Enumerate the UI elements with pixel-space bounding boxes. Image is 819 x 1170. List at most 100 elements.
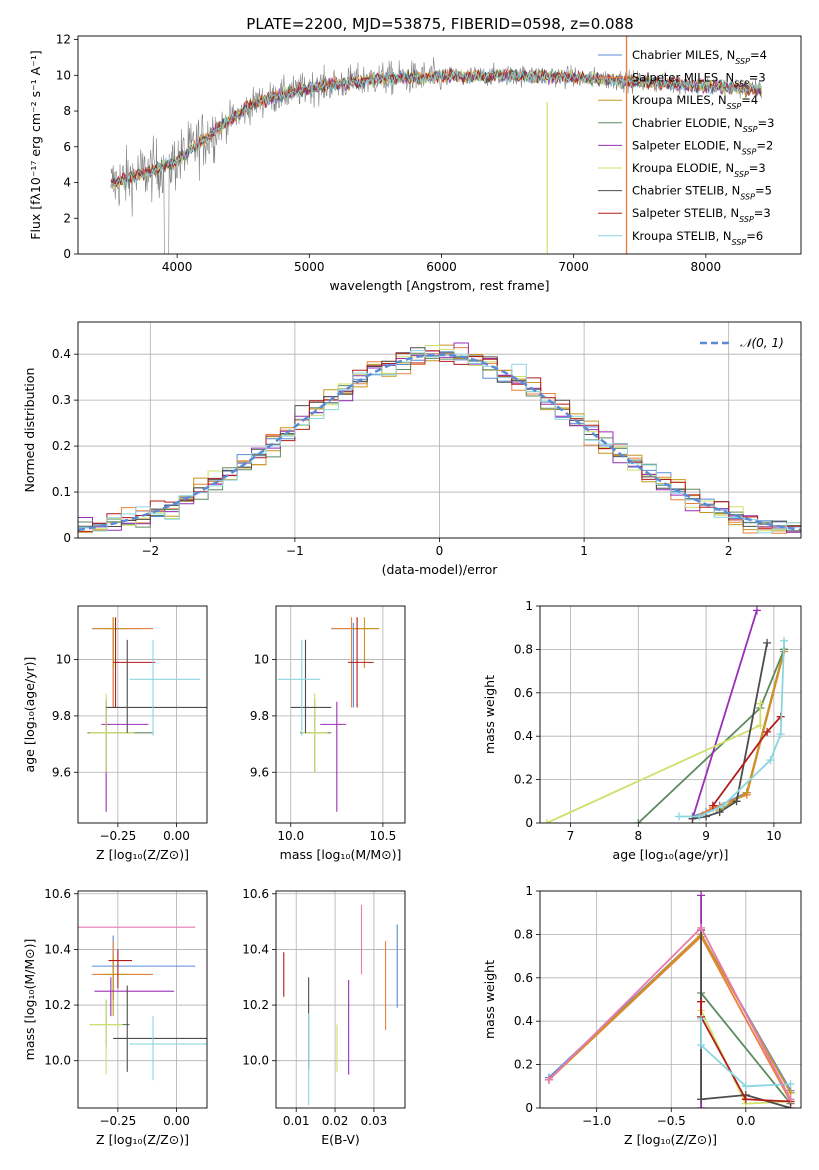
panel-mass_vs_ebv: 0.01 0.02 0.03 10.0 10.2 10.4 10.6 E(B-V): [242, 887, 406, 1147]
y-tick-label: 10: [56, 68, 71, 82]
legend-entry: Salpeter ELODIE, NSSP=2: [632, 138, 773, 156]
x-tick-label: −0.25: [99, 829, 136, 843]
plus-marker: [756, 699, 765, 708]
y-tick-label: 9.8: [250, 709, 269, 723]
panel-massweight_vs_age: 7 8 9 10 0 0.2 0.4 0.6 0.8 1 age [log₁₀(age/yr)] ma…: [482, 599, 802, 862]
y-tick-label: 0.6: [514, 971, 533, 985]
x-tick-label: −0.5: [657, 1114, 686, 1128]
x-axis-label: wavelength [Angstrom, rest frame]: [329, 278, 549, 293]
axes-frame: [77, 890, 208, 1109]
x-axis-label: Z [log₁₀(Z/Z⊙)]: [624, 1132, 717, 1147]
y-tick-label: 0.2: [514, 773, 533, 787]
plus-marker: [776, 730, 785, 739]
y-tick-label: 0: [525, 816, 533, 830]
x-tick-label: 0.00: [163, 1114, 190, 1128]
plus-marker: [780, 636, 789, 645]
y-tick-label: 0.2: [514, 1058, 533, 1072]
plot-area: [78, 891, 207, 1108]
y-tick-label: 0: [525, 1101, 533, 1115]
x-axis-label: E(B-V): [321, 1132, 360, 1147]
plot-area: [540, 606, 801, 823]
plus-marker: [697, 923, 706, 932]
y-tick-label: 10: [254, 653, 269, 667]
legend-entry: 𝒩(0, 1): [740, 336, 784, 350]
plus-marker: [763, 638, 772, 647]
plus-marker: [715, 808, 724, 817]
y-tick-label: 0: [63, 247, 71, 261]
panel-residuals: −2 −1 0 1 2 0 0.1 0.2 0.3 0.4 (data-model)/error No…: [22, 321, 802, 577]
x-tick-label: 0.00: [163, 829, 190, 843]
y-tick-label: 10.4: [242, 942, 269, 956]
y-tick-label: 9.6: [52, 765, 71, 779]
mass-weight-line: [548, 932, 792, 1092]
mass-weight-line: [548, 926, 792, 1100]
x-tick-label: −1.0: [582, 1114, 611, 1128]
y-axis-label: Normed distribution: [22, 368, 37, 493]
plus-marker: [732, 797, 741, 806]
axes-frame: [539, 605, 802, 824]
axes-frame: [539, 890, 802, 1109]
axes-frame: [275, 605, 406, 824]
x-tick-label: 2: [725, 544, 733, 558]
y-tick-label: 10.2: [44, 998, 71, 1012]
mass-weight-line: [700, 1001, 791, 1103]
legend-entry: Chabrier STELIB, NSSP=5: [632, 184, 772, 202]
normal-curve: [78, 353, 801, 532]
axes-frame: [77, 605, 208, 824]
y-tick-label: 0.6: [514, 686, 533, 700]
plus-marker: [674, 812, 683, 821]
x-tick-label: 8: [634, 829, 642, 843]
x-tick-label: 10.0: [277, 829, 304, 843]
plus-marker: [544, 1075, 553, 1084]
legend-entry: Chabrier ELODIE, NSSP=3: [632, 116, 774, 134]
panel-mass_vs_Z: −0.25 0.00 10.0 10.2 10.4 10.6 Z [log₁₀(Z/Z⊙)]…: [22, 887, 208, 1147]
y-tick-label: 10.6: [44, 887, 71, 901]
y-tick-label: 4: [63, 176, 71, 190]
legend-entry: Kroupa MILES, NSSP=4: [632, 93, 758, 111]
x-tick-label: 0.01: [283, 1114, 310, 1128]
plus-marker: [697, 1095, 706, 1104]
mass-weight-line: [692, 642, 768, 820]
plus-marker: [763, 727, 772, 736]
x-tick-label: 0: [436, 544, 444, 558]
plot-area: [110, 36, 762, 254]
plus-marker: [542, 819, 551, 823]
mass-weight-line: [679, 640, 785, 818]
spectrum-model-line: [110, 68, 762, 188]
y-tick-label: 0.1: [52, 485, 71, 499]
y-tick-label: 0.3: [52, 393, 71, 407]
plus-marker: [697, 1015, 706, 1024]
axes-frame: [275, 890, 406, 1109]
plus-marker: [756, 721, 765, 730]
plus-marker: [697, 997, 706, 1006]
y-tick-label: 8: [63, 104, 71, 118]
plus-marker: [766, 756, 775, 765]
y-tick-label: 0.4: [52, 347, 71, 361]
plus-marker: [786, 1095, 795, 1104]
panel-spectrum: 4000 5000 6000 7000 8000 0 2 4 6 8 10 12 wavelength …: [28, 33, 802, 293]
x-tick-label: 6000: [426, 260, 457, 274]
plus-marker: [697, 1041, 706, 1050]
plus-marker: [786, 1080, 795, 1089]
y-axis-label: mass weight: [482, 675, 497, 754]
plus-marker: [708, 801, 717, 810]
y-tick-label: 10.4: [44, 942, 71, 956]
y-tick-label: 0.4: [514, 1014, 533, 1028]
plus-marker: [741, 1095, 750, 1104]
y-tick-label: 0.4: [514, 729, 533, 743]
plot-area: [78, 606, 207, 823]
legend-entry: Kroupa STELIB, NSSP=6: [632, 229, 763, 247]
x-tick-label: 5000: [294, 260, 325, 274]
x-axis-label: Z [log₁₀(Z/Z⊙)]: [96, 1132, 189, 1147]
plus-marker: [741, 1082, 750, 1091]
mass-weight-line: [700, 1019, 791, 1088]
x-tick-label: −2: [141, 544, 159, 558]
x-tick-label: 0.03: [361, 1114, 388, 1128]
plus-marker: [697, 891, 706, 900]
x-tick-label: 4000: [162, 260, 193, 274]
y-tick-label: 10: [56, 653, 71, 667]
y-axis-label: Flux [fλ10⁻¹⁷ erg cm⁻² s⁻¹ A⁻¹]: [28, 50, 43, 239]
spectrum-data-line: [110, 57, 762, 254]
x-axis-label: Z [log₁₀(Z/Z⊙)]: [96, 847, 189, 862]
y-tick-label: 9.8: [52, 709, 71, 723]
